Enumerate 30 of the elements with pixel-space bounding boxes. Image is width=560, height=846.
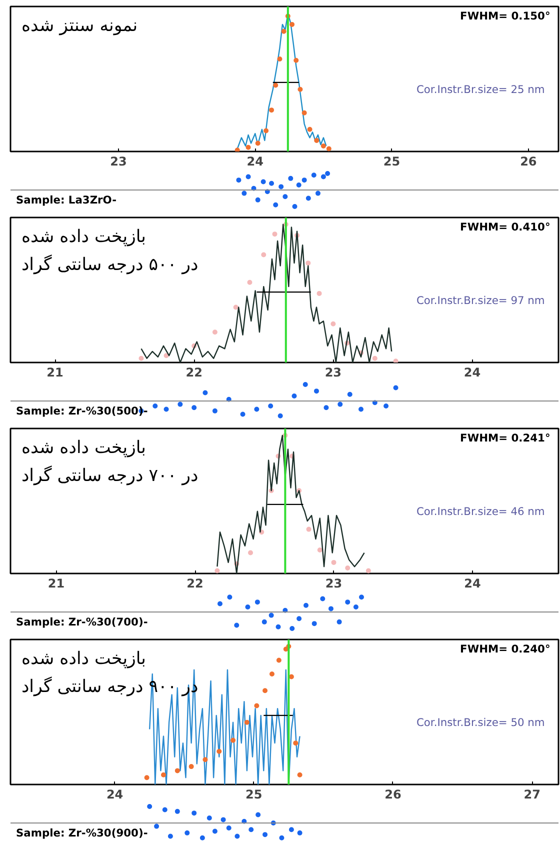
x-tick-label: 26 bbox=[520, 154, 537, 168]
x-tick-label: 26 bbox=[384, 788, 402, 802]
x-tick-label: 25 bbox=[246, 788, 262, 802]
annotation: Cor.Instr.Br.size= 46 nm bbox=[416, 504, 545, 518]
x-tick-label: 24 bbox=[464, 366, 481, 380]
annotation: FWHM= 0.150° bbox=[460, 9, 550, 22]
annotation: Sample: Zr-%30(700)- bbox=[16, 615, 148, 628]
annotation: FWHM= 0.241° bbox=[460, 431, 550, 444]
x-tick-label: 23 bbox=[110, 154, 127, 168]
x-tick-label: 22 bbox=[186, 576, 204, 590]
annotation: بازپخت داده شده در ۵۰۰ درجه سانتی گراد bbox=[21, 227, 198, 275]
x-tick-label: 27 bbox=[524, 788, 540, 802]
x-tick-label: 23 bbox=[324, 366, 342, 380]
annotation: بازپخت داده شده در ۷۰۰ درجه سانتی گراد bbox=[21, 438, 198, 486]
annotation: نمونه سنتز شده bbox=[21, 16, 138, 36]
annotation: Sample: La3ZrO- bbox=[16, 193, 116, 206]
annotation: Cor.Instr.Br.size= 97 nm bbox=[416, 294, 545, 307]
x-tick-label: 21 bbox=[46, 366, 64, 380]
x-tick-label: 25 bbox=[383, 154, 400, 168]
x-tick-label: 23 bbox=[325, 576, 342, 590]
annotation: Sample: Zr-%30(900)- bbox=[16, 826, 148, 840]
x-tick-label: 21 bbox=[48, 576, 65, 590]
annotation: FWHM= 0.240° bbox=[460, 642, 550, 656]
annotation: Cor.Instr.Br.size= 50 nm bbox=[416, 716, 545, 729]
x-tick-label: 22 bbox=[186, 366, 202, 380]
x-tick-label: 24 bbox=[464, 576, 481, 590]
annotation: FWHM= 0.410° bbox=[460, 220, 550, 234]
x-tick-label: 24 bbox=[246, 154, 264, 168]
annotation: Cor.Instr.Br.size= 25 nm bbox=[416, 82, 545, 96]
x-tick-label: 24 bbox=[106, 788, 124, 802]
